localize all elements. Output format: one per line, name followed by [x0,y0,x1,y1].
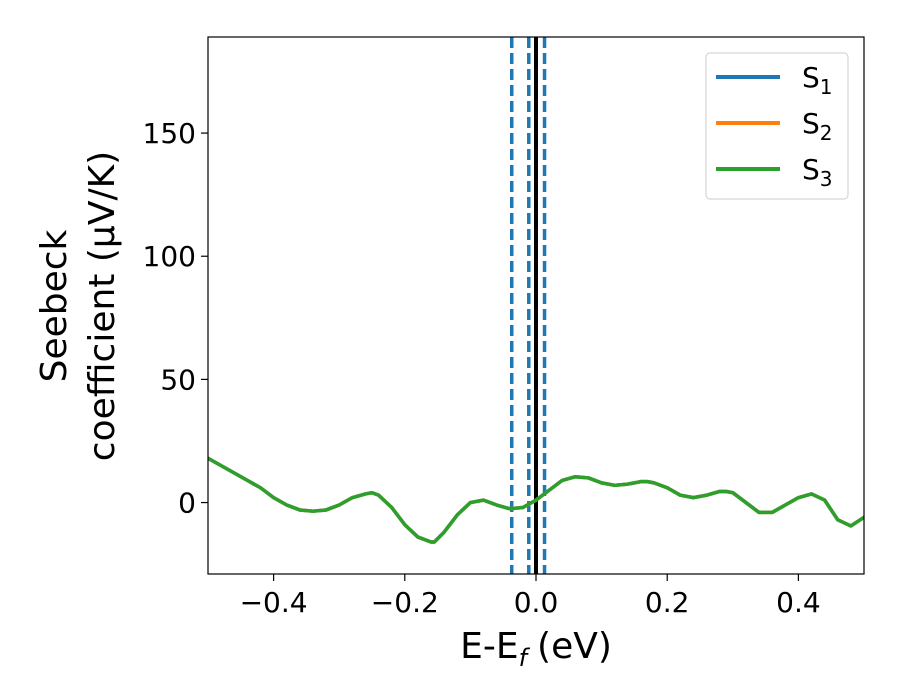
legend-label-3: S3 [802,153,833,191]
x-tick-label: 0.0 [514,586,559,619]
fermi-markers [509,37,547,574]
x-tick-label: 0.2 [645,586,690,619]
y-axis-label: Seebeck coefficient (μV/K) [34,151,123,461]
y-tick-label: 0 [178,487,196,520]
x-tick-label: −0.2 [371,586,439,619]
y-tick-label: 150 [143,117,196,150]
y-axis: 0 50 100 150 [143,117,208,520]
series-line-3 [208,456,864,544]
x-axis: −0.4 −0.2 0.0 0.2 0.4 [240,574,821,619]
legend: S1 S2 S3 [705,52,849,200]
y-tick-label: 100 [143,240,196,273]
y-axis-label-line2: coefficient (μV/K) [82,151,123,461]
legend-label-2: S2 [802,107,833,145]
legend-label-1: S1 [802,61,833,99]
x-tick-label: −0.4 [240,586,308,619]
series-group [208,456,864,544]
x-tick-label: 0.4 [776,586,821,619]
x-axis-label: E-Ef (eV) [460,626,612,672]
legend-box [705,52,849,200]
y-tick-label: 50 [160,363,196,396]
y-axis-label-line1: Seebeck [34,229,75,382]
